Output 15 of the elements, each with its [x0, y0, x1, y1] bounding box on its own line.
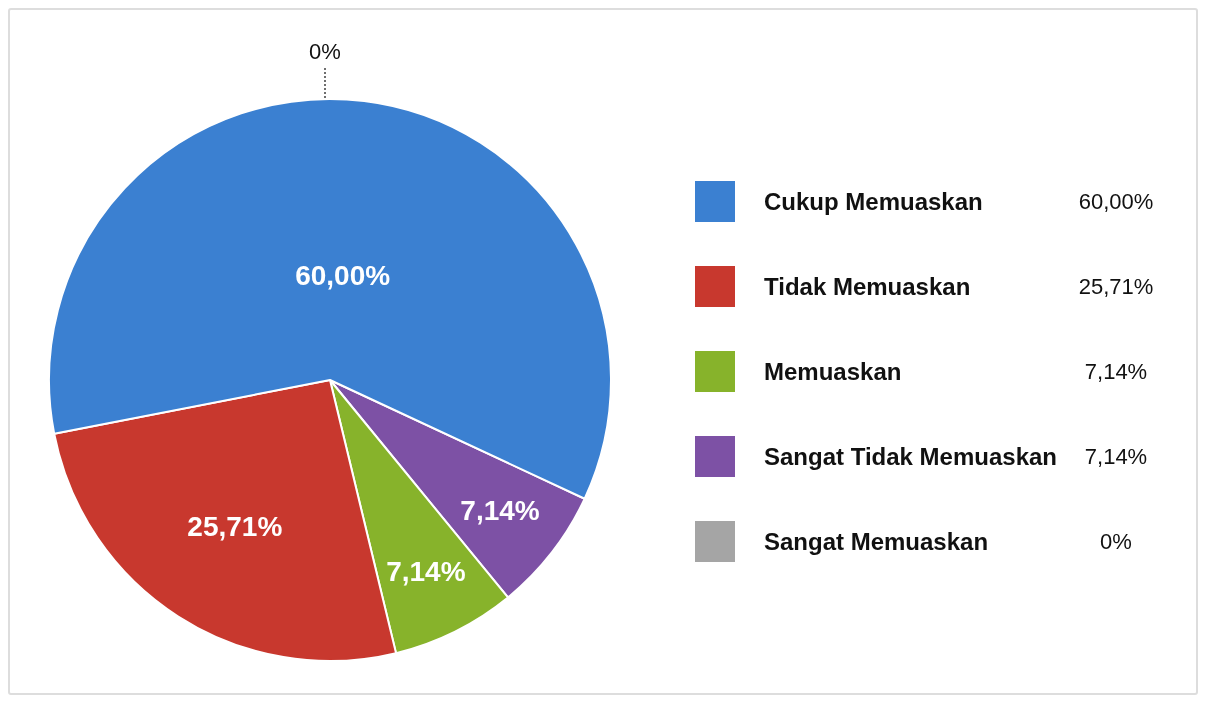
legend-label: Tidak Memuaskan	[764, 272, 972, 301]
data-label: 25,71%	[187, 511, 283, 543]
text: 25,71%	[1078, 273, 1154, 299]
text: 7,14%	[1084, 443, 1148, 469]
data-label: 7,14%	[460, 494, 540, 526]
legend-label: Memuaskan	[764, 357, 903, 386]
text: 0%	[309, 39, 341, 65]
legend-label: Sangat Tidak Memuaskan	[764, 442, 1058, 471]
legend-label: Sangat Memuaskan	[764, 527, 990, 556]
legend-label: Cukup Memuaskan	[764, 187, 984, 216]
text: 0%	[1100, 528, 1132, 554]
text: 60,00%	[1078, 188, 1154, 214]
text: 7,14%	[1084, 358, 1148, 384]
data-label: 60,00%	[295, 259, 391, 291]
data-label: 7,14%	[386, 555, 466, 587]
